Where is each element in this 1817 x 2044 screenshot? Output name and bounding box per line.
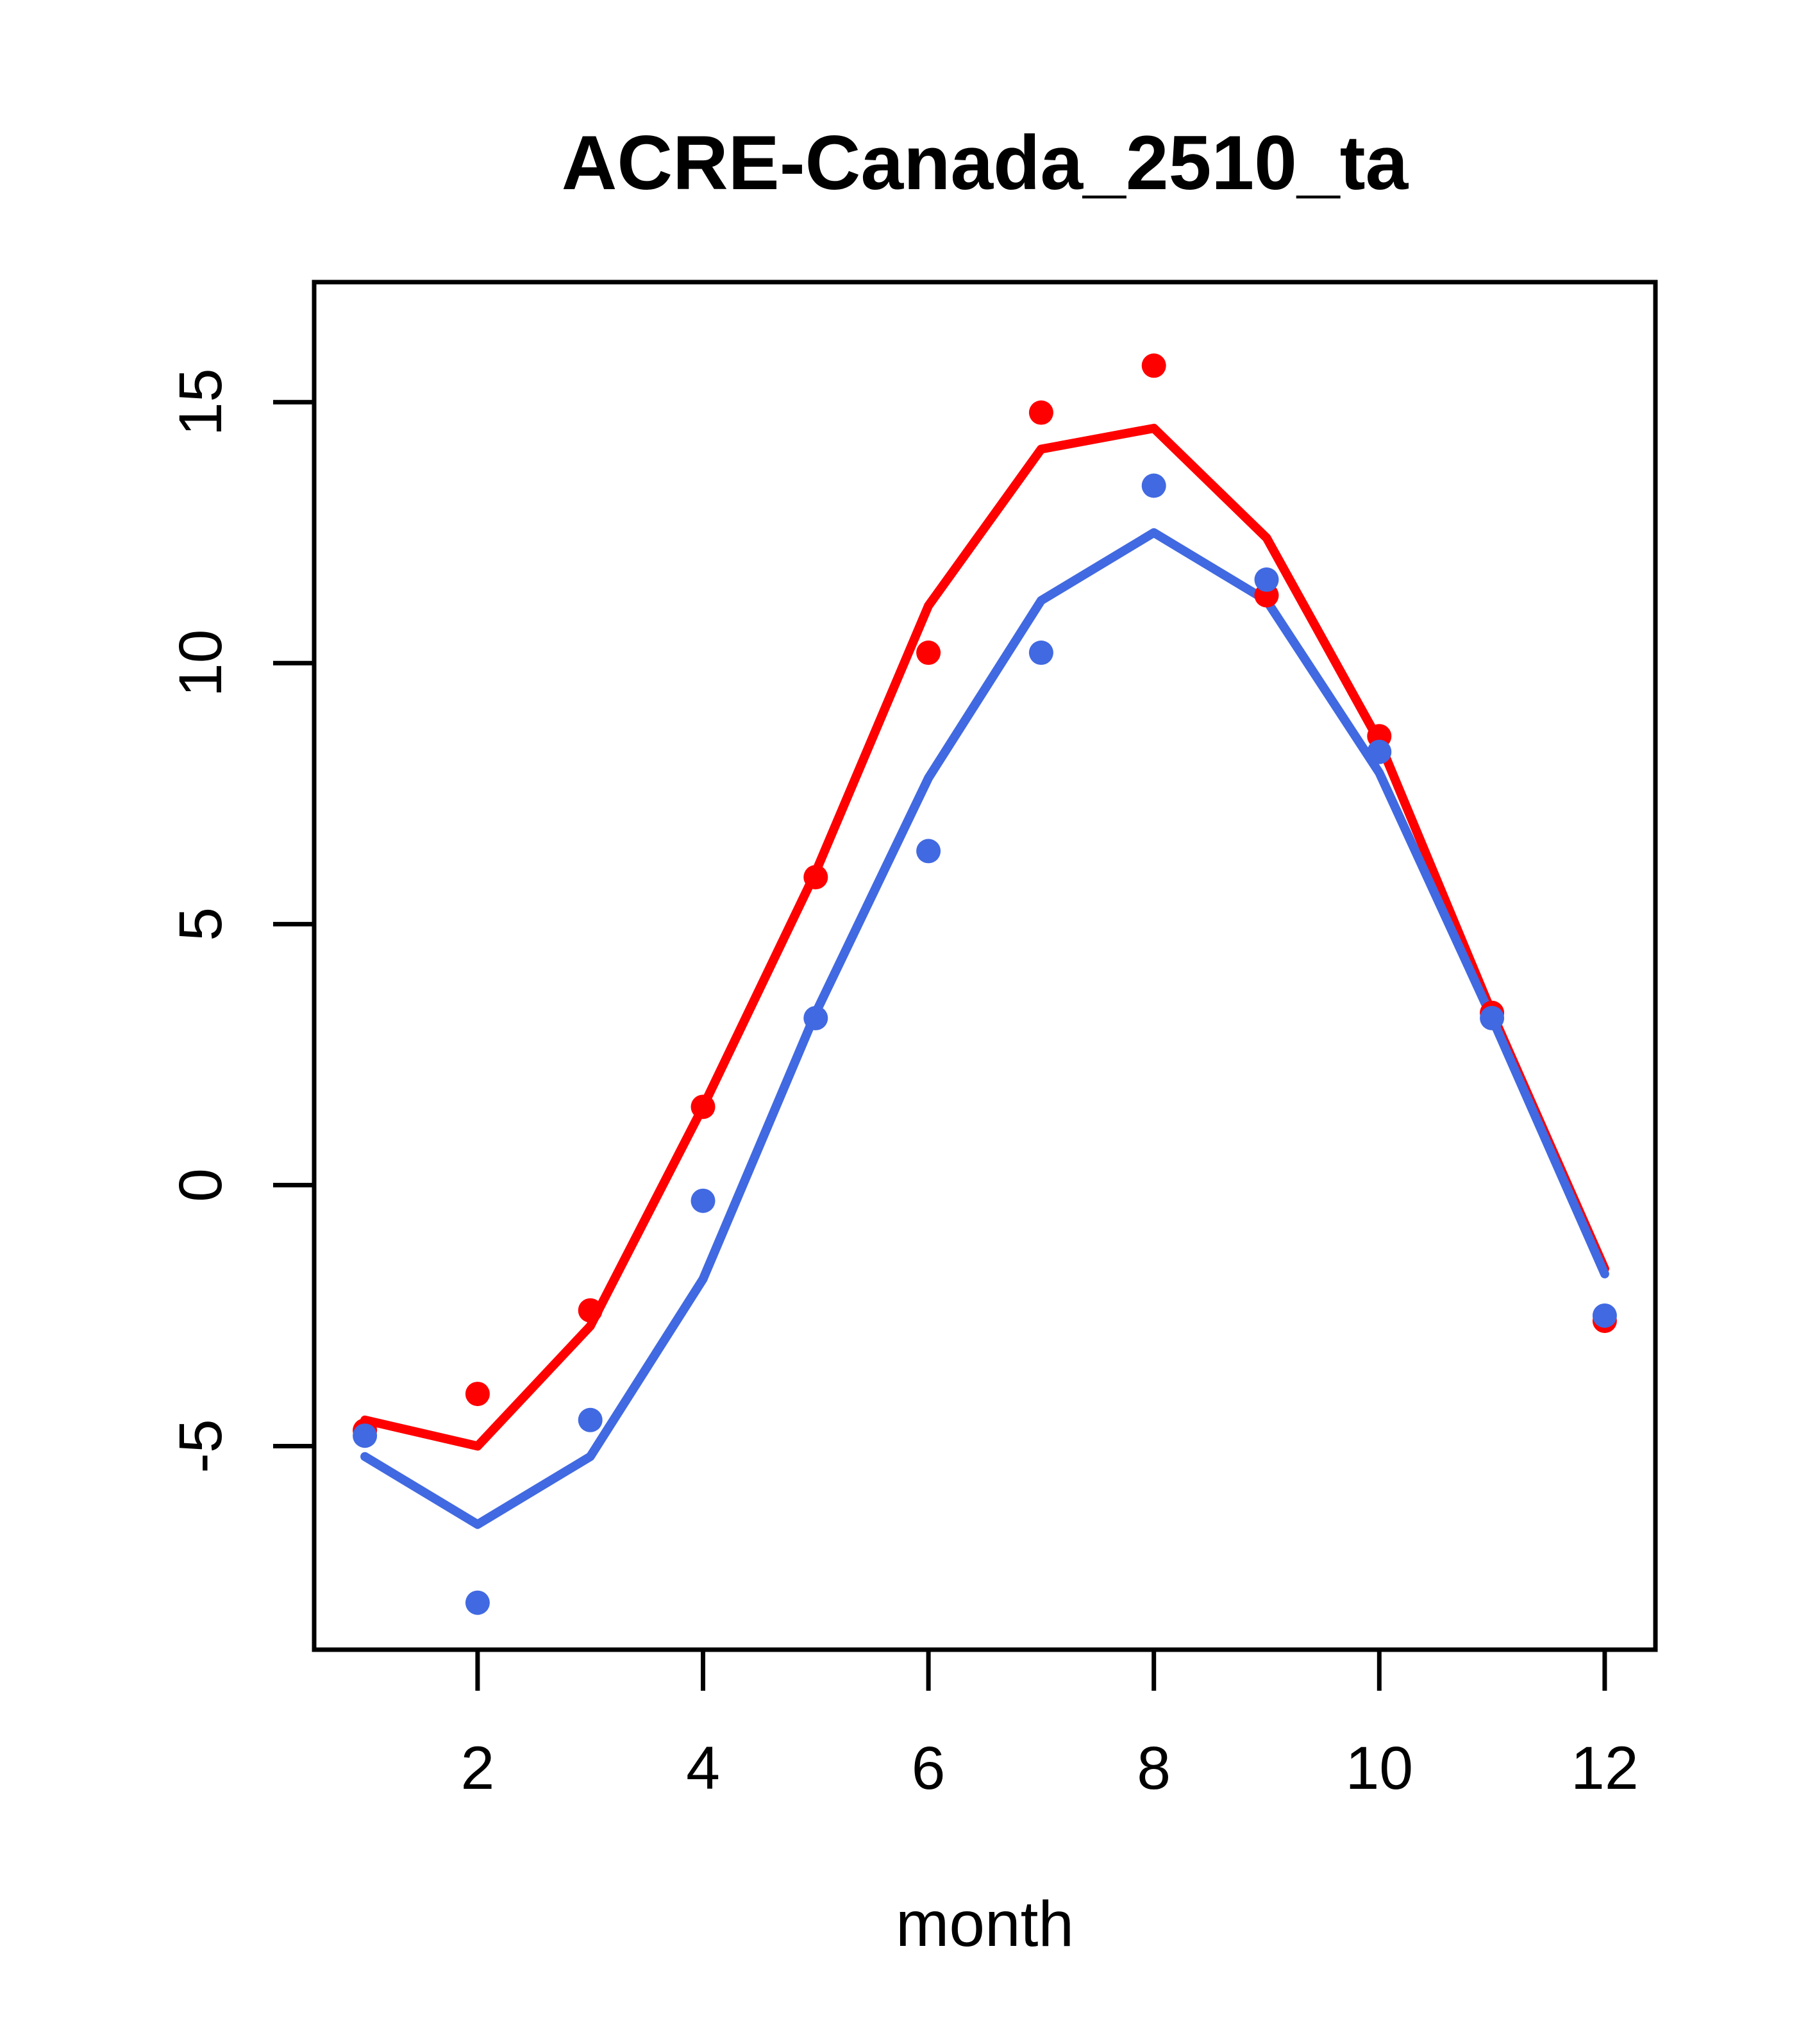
x-tick-label: 12 [1571, 1734, 1639, 1802]
blue-points-marker [578, 1407, 603, 1432]
blue-points-marker [353, 1423, 378, 1448]
red-line [360, 423, 1609, 1451]
blue-points-marker [1367, 739, 1392, 764]
x-tick-label: 4 [686, 1734, 720, 1802]
blue-points [353, 473, 1617, 1615]
red-points-marker [691, 1094, 716, 1119]
red-points-marker [1141, 353, 1166, 378]
y-tick-label: 0 [167, 1168, 235, 1202]
x-tick-label: 2 [460, 1734, 494, 1802]
red-points-marker [916, 641, 941, 666]
y-tick-label: 5 [167, 907, 235, 941]
blue-points-marker [1028, 641, 1053, 666]
blue-points-marker [1480, 1005, 1505, 1030]
blue-points-marker [465, 1590, 490, 1615]
red-points-marker [578, 1298, 603, 1323]
red-points-marker [1028, 400, 1053, 425]
y-axis: -5 0 5 10 15 [167, 368, 314, 1473]
x-axis-label: month [896, 1888, 1074, 1960]
x-tick-label: 6 [912, 1734, 946, 1802]
chart-title: ACRE-Canada_2510_ta [562, 120, 1409, 206]
x-axis: 2 4 6 8 10 12 [460, 1650, 1639, 1802]
blue-points-marker [691, 1188, 716, 1213]
x-tick-label: 8 [1137, 1734, 1171, 1802]
red-points-marker [465, 1382, 490, 1407]
plot-border [312, 280, 1658, 1652]
blue-points-marker [1141, 473, 1166, 498]
blue-line [360, 528, 1609, 1529]
x-tick-label: 10 [1345, 1734, 1413, 1802]
blue-points-marker [916, 839, 941, 864]
red-points-marker [803, 865, 828, 890]
y-tick-label: 10 [167, 629, 235, 697]
y-tick-label: -5 [167, 1419, 235, 1473]
y-tick-label: 15 [167, 368, 235, 436]
red-points [353, 353, 1617, 1443]
blue-points-marker [803, 1005, 828, 1030]
blue-points-marker [1254, 567, 1279, 592]
blue-points-marker [1592, 1303, 1617, 1328]
series-group [353, 353, 1617, 1615]
